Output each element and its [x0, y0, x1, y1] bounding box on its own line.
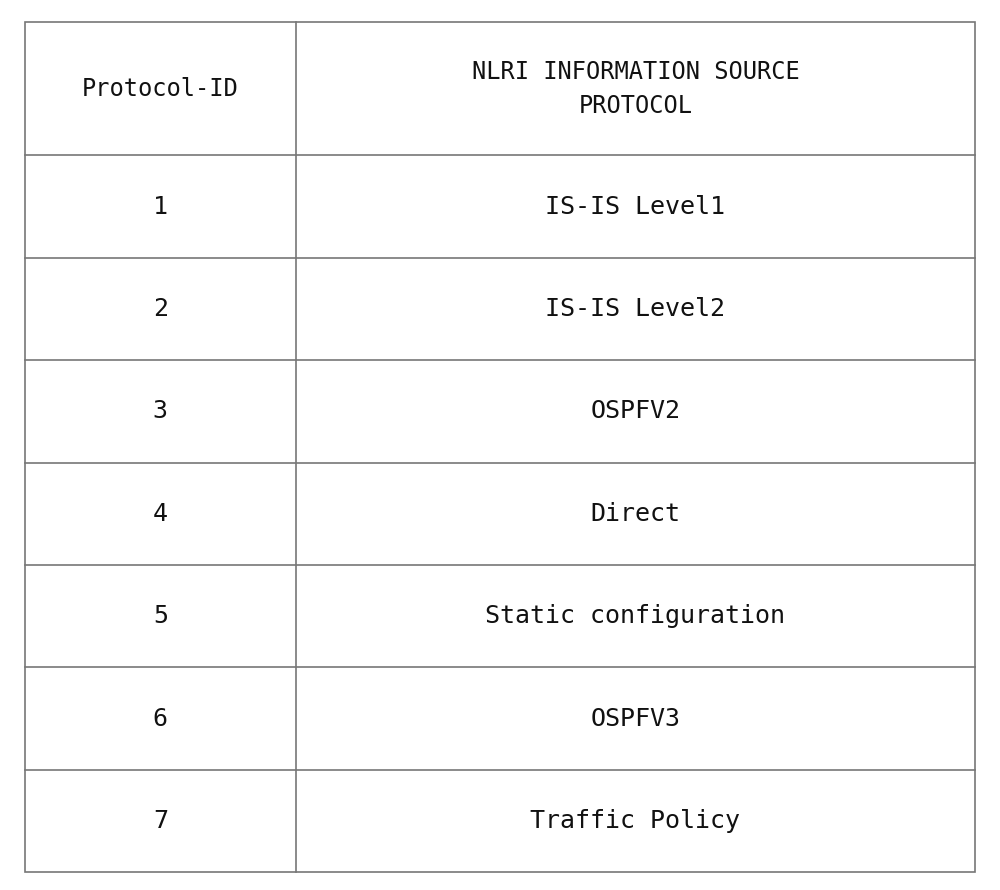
Text: 3: 3 [153, 400, 168, 424]
Text: 5: 5 [153, 604, 168, 628]
Text: Traffic Policy: Traffic Policy [530, 809, 740, 833]
Text: IS-IS Level2: IS-IS Level2 [545, 297, 725, 321]
Text: 4: 4 [153, 502, 168, 526]
Text: NLRI INFORMATION SOURCE
PROTOCOL: NLRI INFORMATION SOURCE PROTOCOL [472, 60, 799, 117]
Text: 2: 2 [153, 297, 168, 321]
Text: Protocol-ID: Protocol-ID [82, 77, 239, 101]
Text: 7: 7 [153, 809, 168, 833]
Text: OSPFV3: OSPFV3 [590, 707, 680, 731]
Text: IS-IS Level1: IS-IS Level1 [545, 195, 725, 219]
Text: OSPFV2: OSPFV2 [590, 400, 680, 424]
Text: Direct: Direct [590, 502, 680, 526]
Text: 1: 1 [153, 195, 168, 219]
Text: Static configuration: Static configuration [485, 604, 785, 628]
Text: 6: 6 [153, 707, 168, 731]
